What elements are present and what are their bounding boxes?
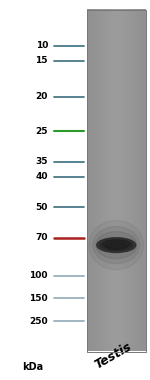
Ellipse shape (100, 239, 133, 251)
Text: 250: 250 (29, 317, 48, 326)
Text: Testis: Testis (92, 340, 134, 372)
Ellipse shape (103, 240, 130, 249)
Ellipse shape (97, 238, 136, 252)
Text: 50: 50 (36, 203, 48, 212)
Text: 100: 100 (30, 271, 48, 280)
Ellipse shape (99, 239, 134, 251)
Text: 150: 150 (29, 294, 48, 303)
Ellipse shape (106, 242, 127, 250)
Text: 70: 70 (36, 233, 48, 242)
Ellipse shape (108, 245, 124, 250)
Text: 25: 25 (36, 127, 48, 136)
Text: 10: 10 (36, 41, 48, 50)
Ellipse shape (96, 231, 137, 259)
Text: 35: 35 (36, 157, 48, 166)
Text: kDa: kDa (22, 362, 44, 372)
Ellipse shape (93, 226, 140, 264)
Bar (87, 10, 146, 352)
Text: 20: 20 (36, 92, 48, 101)
Text: 15: 15 (36, 56, 48, 65)
Ellipse shape (105, 239, 128, 245)
Ellipse shape (89, 220, 144, 270)
Text: 40: 40 (36, 172, 48, 181)
